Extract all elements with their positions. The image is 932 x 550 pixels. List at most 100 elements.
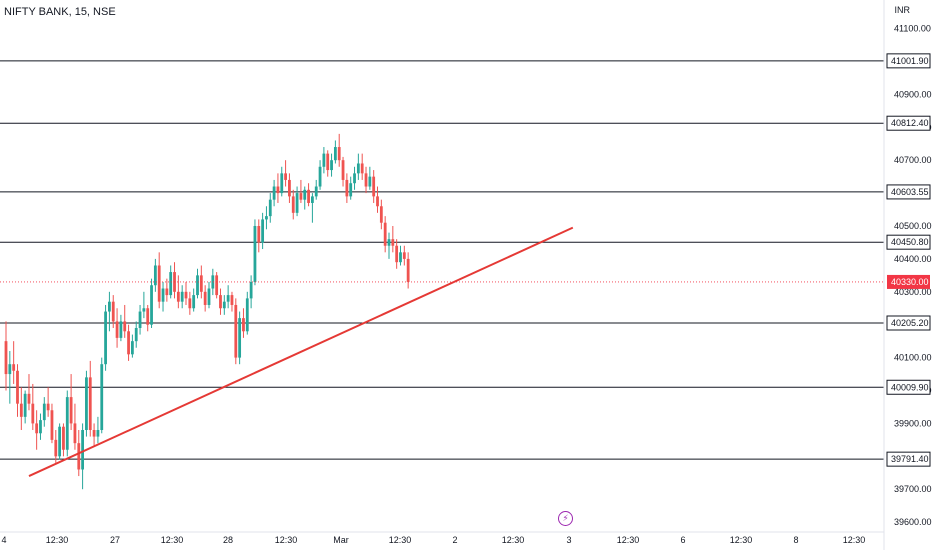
candle-body-93: [360, 163, 364, 174]
level-price-label: 40009.90: [891, 382, 929, 392]
price-tick-label: 40900.00: [894, 89, 932, 99]
candle-body-41: [161, 288, 165, 302]
candle-body-3: [16, 370, 19, 404]
candle-body-60: [234, 304, 238, 358]
level-price-label: 39791.40: [891, 454, 929, 464]
candle-body-14: [58, 426, 62, 457]
candle-body-27: [108, 301, 111, 312]
candle-body-28: [111, 301, 115, 322]
candle-body-22: [88, 377, 92, 430]
candle-body-36: [142, 308, 146, 312]
trendline: [28, 226, 574, 477]
candle-body-98: [379, 206, 383, 223]
candle-body-63: [245, 298, 249, 332]
candle-body-57: [222, 301, 226, 309]
chart-title: NIFTY BANK, 15, NSE: [4, 6, 116, 18]
candle-body-65: [253, 226, 257, 282]
time-tick-label: 12:30: [617, 535, 640, 545]
current-price-label-box: [887, 274, 930, 289]
candle-body-8: [35, 423, 39, 434]
candle-body-102: [395, 245, 399, 263]
candle-body-86: [333, 147, 337, 161]
candle-body-46: [180, 291, 184, 302]
candle-body-10: [42, 403, 46, 421]
candle-body-6: [27, 393, 31, 404]
candle-body-66: [257, 226, 261, 243]
candle-body-92: [356, 163, 360, 174]
candle-body-83: [322, 153, 326, 167]
price-tick-label: 40700.00: [894, 155, 932, 165]
level-price-label: 40205.20: [891, 318, 929, 328]
current-price-label: 40330.00: [891, 277, 929, 287]
candle-body-18: [73, 423, 77, 444]
trendline-layer: [28, 226, 574, 477]
candle-body-35: [138, 311, 142, 328]
candle-body-94: [364, 173, 368, 187]
level-price-label: 40812.40: [891, 118, 929, 128]
time-tick-label: 2: [452, 535, 457, 545]
candle-body-48: [188, 298, 192, 309]
candle-body-7: [31, 403, 35, 424]
lightning-bolt-icon[interactable]: ⚡: [558, 511, 573, 526]
currency-label: INR: [894, 5, 911, 15]
time-tick-label: 27: [110, 535, 120, 545]
level-price-label-box: [886, 184, 931, 200]
candle-body-69: [268, 199, 272, 217]
candle-body-52: [203, 291, 207, 305]
price-tick-label: 41100.00: [894, 24, 931, 34]
price-tick-label: 39600.00: [894, 517, 932, 527]
level-price-label: 40603.55: [891, 187, 929, 197]
candle-body-73: [284, 173, 287, 180]
candle-body-97: [376, 196, 379, 207]
candle-body-34: [134, 328, 138, 342]
candle-body-31: [123, 321, 127, 332]
candle-body-67: [261, 219, 265, 243]
time-tick-label: 12:30: [502, 535, 525, 545]
candle-body-91: [353, 173, 356, 184]
candle-body-33: [130, 341, 134, 355]
time-axis: 4 12:30 27 12:30 28 12:30 Mar 12:30 2 12:30 3 12:30…: [0, 531, 884, 545]
candle-body-64: [249, 281, 253, 299]
price-tick-label: 39700.00: [894, 484, 932, 494]
time-tick-label: 12:30: [730, 535, 753, 545]
time-tick-label: 12:30: [161, 535, 184, 545]
candle-body-50: [196, 275, 199, 296]
candle-body-74: [288, 179, 291, 197]
candle-body-81: [314, 186, 318, 197]
candle-body-30: [119, 321, 123, 338]
candle-body-105: [406, 258, 410, 282]
time-tick-label: 12:30: [843, 535, 866, 545]
candle-body-12: [50, 410, 54, 440]
candle-body-1: [8, 364, 12, 375]
candle-body-25: [100, 364, 104, 430]
candle-body-59: [230, 295, 234, 305]
candle-body-49: [192, 295, 196, 309]
candle-body-9: [39, 420, 42, 434]
candle-body-95: [368, 176, 372, 187]
candle-body-5: [23, 393, 27, 417]
time-tick-label: 12:30: [46, 535, 69, 545]
level-price-label-box: [886, 53, 931, 69]
price-tick-label: 40300.00: [894, 287, 932, 297]
candle-body-42: [165, 288, 169, 296]
time-tick-label: 8: [793, 535, 798, 545]
candle-body-58: [226, 295, 230, 302]
candle-body-11: [46, 403, 50, 411]
candle-body-78: [303, 189, 307, 200]
candle-body-56: [219, 295, 222, 309]
candle-body-51: [199, 275, 203, 292]
price-axis: 39600.0039700.0039900.0040000.0040100.00…: [883, 0, 932, 550]
candle-body-15: [62, 426, 65, 450]
candle-body-68: [265, 216, 268, 220]
candle-body-89: [345, 179, 349, 197]
candle-body-39: [153, 265, 157, 286]
time-tick-label: 12:30: [389, 535, 412, 545]
candle-body-76: [295, 193, 299, 213]
candle-body-13: [54, 439, 58, 457]
candle-body-19: [77, 443, 81, 470]
price-tick-label: 40100.00: [894, 353, 932, 363]
level-price-label: 41001.90: [891, 56, 929, 66]
candle-body-2: [12, 364, 16, 371]
candle-body-101: [391, 239, 395, 246]
